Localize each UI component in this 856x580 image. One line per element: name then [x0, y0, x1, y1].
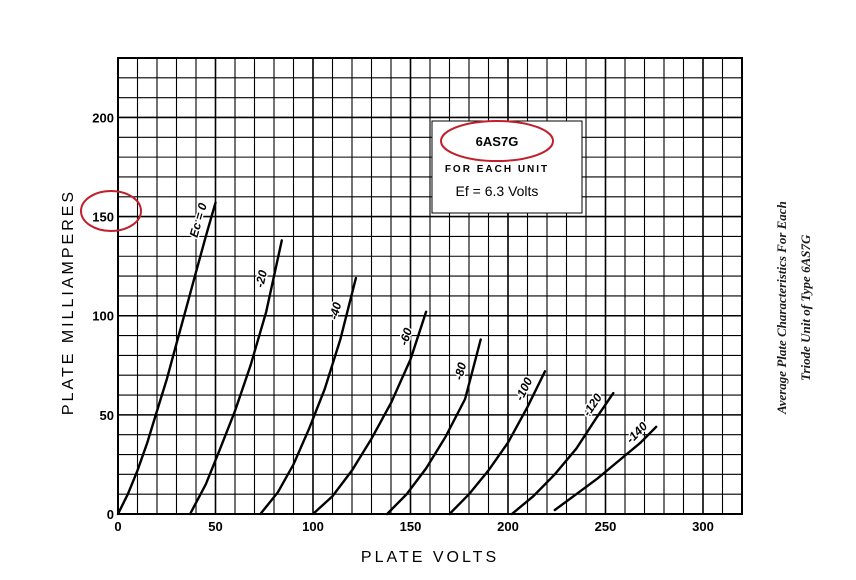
side-caption-line1: Average Plate Characteristics For Each: [774, 201, 789, 415]
side-caption: Average Plate Characteristics For Each T…: [770, 118, 822, 498]
chart-curves: Ec = 0-20-40-60-80-100-120-140: [116, 200, 658, 516]
series-curve: [385, 338, 482, 516]
x-tick-label: 250: [595, 519, 617, 534]
x-tick-label: 300: [692, 519, 714, 534]
x-tick-label: 0: [114, 519, 121, 534]
tube-info-box: 6AS7G FOR EACH UNIT Ef = 6.3 Volts: [431, 120, 583, 214]
series-label: -80: [451, 361, 469, 382]
series-curve: [259, 276, 358, 516]
tick-150-highlight-circle: [80, 190, 142, 232]
title-highlight-circle: [440, 120, 554, 162]
y-tick-label: 200: [92, 110, 114, 125]
x-axis-label: PLATE VOLTS: [361, 549, 499, 566]
chart-subtitle: FOR EACH UNIT: [445, 164, 549, 175]
y-axis-label: PLATE MILLIAMPERES: [60, 189, 77, 415]
x-tick-label: 50: [208, 519, 222, 534]
x-tick-label: 150: [400, 519, 422, 534]
filament-voltage-label: Ef = 6.3 Volts: [456, 183, 539, 199]
y-tick-label: 50: [100, 408, 114, 423]
chart-labels: 0 50 100 150 200 250 300 0 50 100 150 200: [92, 110, 714, 534]
side-caption-line2: Triode Unit of Type 6AS7G: [798, 234, 813, 382]
series-curve: [553, 425, 658, 512]
chart-grid: [117, 57, 743, 515]
y-tick-label: 100: [92, 309, 114, 324]
series-label: -140: [623, 419, 650, 446]
y-tick-label: 150: [92, 210, 114, 225]
chart-title: 6AS7G: [476, 134, 519, 149]
series-curve: [510, 391, 615, 516]
series-label: -40: [326, 300, 344, 321]
series-curve: [188, 239, 283, 516]
series-curve: [448, 370, 547, 516]
plot-border: [117, 57, 743, 515]
series-label: -20: [253, 269, 270, 289]
x-tick-label: 100: [302, 519, 324, 534]
x-tick-label: 200: [497, 519, 519, 534]
y-tick-label: 0: [107, 507, 114, 522]
series-curve: [311, 310, 428, 516]
series-label: -60: [396, 326, 415, 347]
series-curve: [116, 201, 217, 516]
